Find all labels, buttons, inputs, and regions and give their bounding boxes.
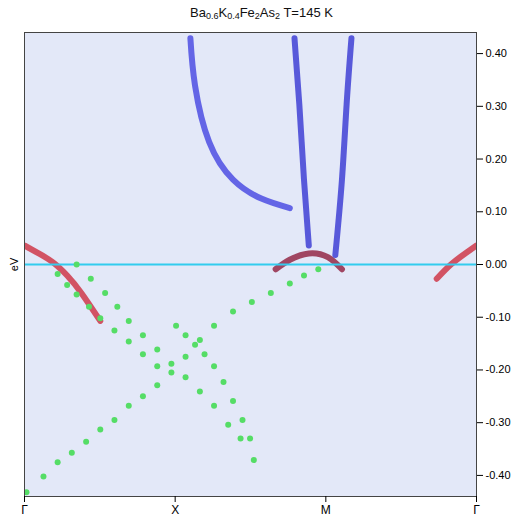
svg-text:-0.30: -0.30	[486, 416, 511, 428]
svg-text:Γ: Γ	[473, 503, 480, 517]
svg-text:M: M	[321, 503, 331, 517]
svg-text:-0.10: -0.10	[486, 311, 511, 323]
svg-text:X: X	[171, 503, 179, 517]
svg-text:-0.40: -0.40	[486, 469, 511, 481]
svg-text:0.30: 0.30	[486, 100, 507, 112]
svg-text:0.20: 0.20	[486, 153, 507, 165]
svg-text:0.10: 0.10	[486, 205, 507, 217]
html-text:Ba0.6K0.4Fe2As2T=145 K: Ba0.6K0.4Fe2As2T=145 K	[190, 5, 333, 21]
svg-text:0.40: 0.40	[486, 47, 507, 59]
svg-text:-0.20: -0.20	[486, 363, 511, 375]
svg-text:Γ: Γ	[21, 503, 28, 517]
svg-text:0.00: 0.00	[486, 258, 507, 270]
svg-text:eV: eV	[8, 257, 20, 271]
